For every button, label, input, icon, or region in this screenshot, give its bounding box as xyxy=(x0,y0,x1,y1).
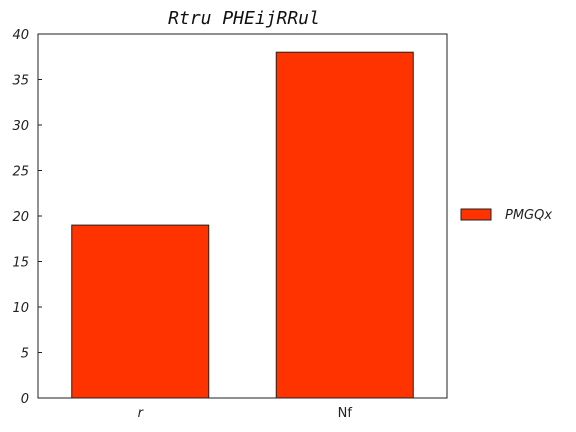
y-tick-label: 5 xyxy=(21,347,29,362)
y-axis: 0 5 10 15 20 25 30 35 40 xyxy=(12,28,42,407)
x-axis: r Nf xyxy=(138,406,353,421)
legend-label: PMGQx xyxy=(505,208,552,223)
y-tick-label: 30 xyxy=(12,119,29,134)
bar-r xyxy=(71,224,210,399)
bar-Nf xyxy=(275,51,414,399)
bars-group xyxy=(71,51,414,399)
y-tick-label: 10 xyxy=(12,301,29,316)
y-tick-label: 40 xyxy=(12,28,29,43)
plot-area-frame xyxy=(37,33,448,399)
y-tick-label: 0 xyxy=(21,392,29,407)
y-tick-label: 35 xyxy=(12,74,29,89)
y-tick-label: 20 xyxy=(12,210,29,225)
y-tick-label: 15 xyxy=(12,256,29,271)
legend: PMGQx xyxy=(460,208,552,223)
x-tick-label: Nf xyxy=(338,406,353,421)
chart-title: Rtru PHEijRRul xyxy=(168,8,320,29)
y-tick-label: 25 xyxy=(12,165,29,180)
x-tick-label: r xyxy=(138,406,145,421)
legend-swatch xyxy=(460,208,492,221)
